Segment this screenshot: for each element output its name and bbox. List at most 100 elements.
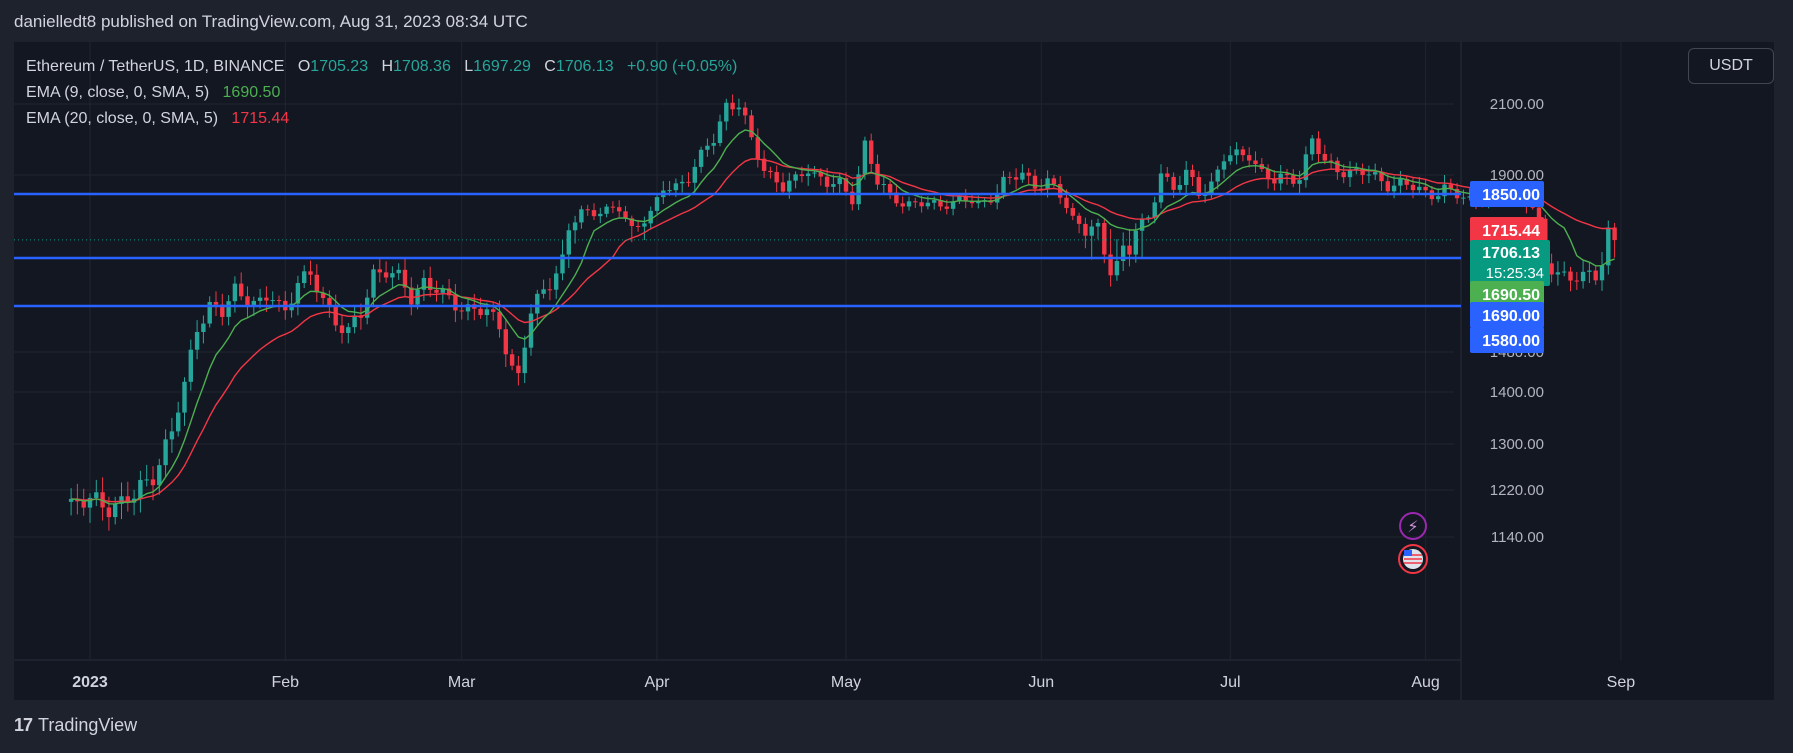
candle-body — [516, 365, 521, 374]
candle-body — [610, 206, 616, 208]
ema9-label: EMA (9, close, 0, SMA, 5) — [26, 84, 210, 101]
candle-body — [453, 295, 458, 311]
candle-body — [1089, 226, 1094, 236]
candle-body — [1064, 197, 1069, 209]
candle-body — [1310, 138, 1315, 155]
candle-body — [572, 222, 578, 231]
candle-body — [1083, 223, 1088, 236]
symbol-name[interactable]: Ethereum / TetherUS, 1D, BINANCE — [26, 58, 285, 75]
candle-body — [528, 313, 534, 348]
candle-body — [673, 183, 679, 191]
level-tag-1580: 1580.00 — [1482, 333, 1540, 350]
candle-body — [913, 201, 918, 203]
candle-body — [320, 292, 326, 299]
candle-body — [736, 107, 742, 110]
candle-body — [295, 283, 301, 304]
low-value: 1697.29 — [473, 58, 531, 75]
candle-body — [1076, 215, 1082, 224]
candle-body — [1171, 176, 1176, 190]
candle-body — [869, 140, 874, 164]
chart-area[interactable]: 2100.001900.001480.001400.001300.001220.… — [14, 42, 1774, 700]
candle-body — [900, 203, 905, 207]
candle-body — [768, 170, 773, 173]
candle-body — [465, 304, 471, 312]
candle-body — [87, 497, 93, 508]
candle-body — [1442, 184, 1447, 197]
candle-body — [1032, 175, 1038, 189]
price-chart[interactable]: 2100.001900.001480.001400.001300.001220.… — [14, 42, 1774, 700]
open-label: O — [297, 58, 311, 75]
last-price-tag: 1706.13 — [1482, 245, 1540, 262]
candle-body — [68, 498, 74, 502]
candle-body — [730, 102, 735, 110]
candle-body — [1228, 155, 1233, 162]
candle-body — [887, 184, 893, 193]
candle-body — [1398, 178, 1403, 186]
candle-body — [680, 181, 685, 184]
candle-body — [346, 327, 351, 334]
candle-body — [365, 297, 370, 318]
candle-body — [113, 503, 118, 518]
x-tick-label: 2023 — [72, 674, 108, 691]
candle-body — [1013, 177, 1019, 180]
candle-body — [881, 184, 886, 186]
candle-body — [383, 272, 389, 278]
candle-body — [856, 174, 861, 205]
candle-body — [1303, 154, 1309, 181]
candle-body — [1599, 265, 1605, 281]
x-tick-label: Feb — [272, 674, 300, 691]
candle-body — [1606, 227, 1611, 266]
countdown-tag: 15:25:34 — [1486, 265, 1544, 282]
candle-body — [1417, 186, 1422, 191]
candle-body — [724, 102, 729, 122]
candle-body — [1265, 169, 1271, 180]
candle-body — [176, 412, 181, 432]
ema9-row[interactable]: EMA (9, close, 0, SMA, 5) 1690.50 — [26, 80, 737, 106]
candle-body — [94, 492, 99, 498]
candle-body — [843, 178, 849, 192]
change-value: +0.90 (+0.05%) — [627, 58, 738, 75]
candle-body — [1379, 172, 1384, 182]
ema9-tag: 1690.50 — [1482, 287, 1540, 304]
candle-body — [667, 190, 672, 192]
candle-body — [264, 297, 269, 301]
y-tick-label: 1140.00 — [1491, 529, 1544, 546]
candle-body — [1436, 196, 1441, 200]
candle-body — [812, 172, 817, 174]
candle-body — [1039, 188, 1044, 190]
candle-body — [560, 254, 565, 274]
candle-body — [232, 283, 238, 302]
candle-body — [850, 191, 855, 205]
candle-body — [1448, 184, 1453, 189]
level-tag-1850: 1850.00 — [1482, 187, 1540, 204]
candle-body — [1391, 185, 1397, 192]
candle-body — [1165, 173, 1170, 177]
candle-body — [459, 310, 464, 312]
x-tick-label: May — [831, 674, 861, 691]
candle-body — [1385, 181, 1390, 192]
ema20-row[interactable]: EMA (20, close, 0, SMA, 5) 1715.44 — [26, 106, 737, 132]
candle-body — [541, 289, 546, 294]
candle-body — [201, 323, 206, 332]
candle-body — [402, 269, 408, 288]
candle-body — [1146, 217, 1151, 220]
ema9-tag-bg — [1470, 281, 1544, 307]
tradingview-footer[interactable]: 17 TradingView — [14, 715, 137, 736]
candle-body — [1070, 208, 1075, 216]
currency-button[interactable]: USDT — [1688, 48, 1774, 84]
candle-body — [932, 200, 937, 203]
candle-body — [1177, 185, 1183, 190]
candle-body — [1322, 153, 1327, 161]
candle-body — [1234, 149, 1239, 156]
y-tick-label: 1400.00 — [1490, 384, 1544, 401]
candle-body — [509, 354, 515, 366]
candle-body — [1423, 186, 1428, 191]
candle-body — [1102, 222, 1107, 255]
candle-body — [1461, 197, 1466, 199]
candle-body — [1095, 222, 1101, 227]
candle-body — [1568, 271, 1573, 281]
level-tag-1580-bg — [1470, 327, 1544, 353]
candle-body — [396, 269, 401, 274]
candle-body — [749, 115, 754, 138]
candle-body — [1221, 161, 1227, 170]
